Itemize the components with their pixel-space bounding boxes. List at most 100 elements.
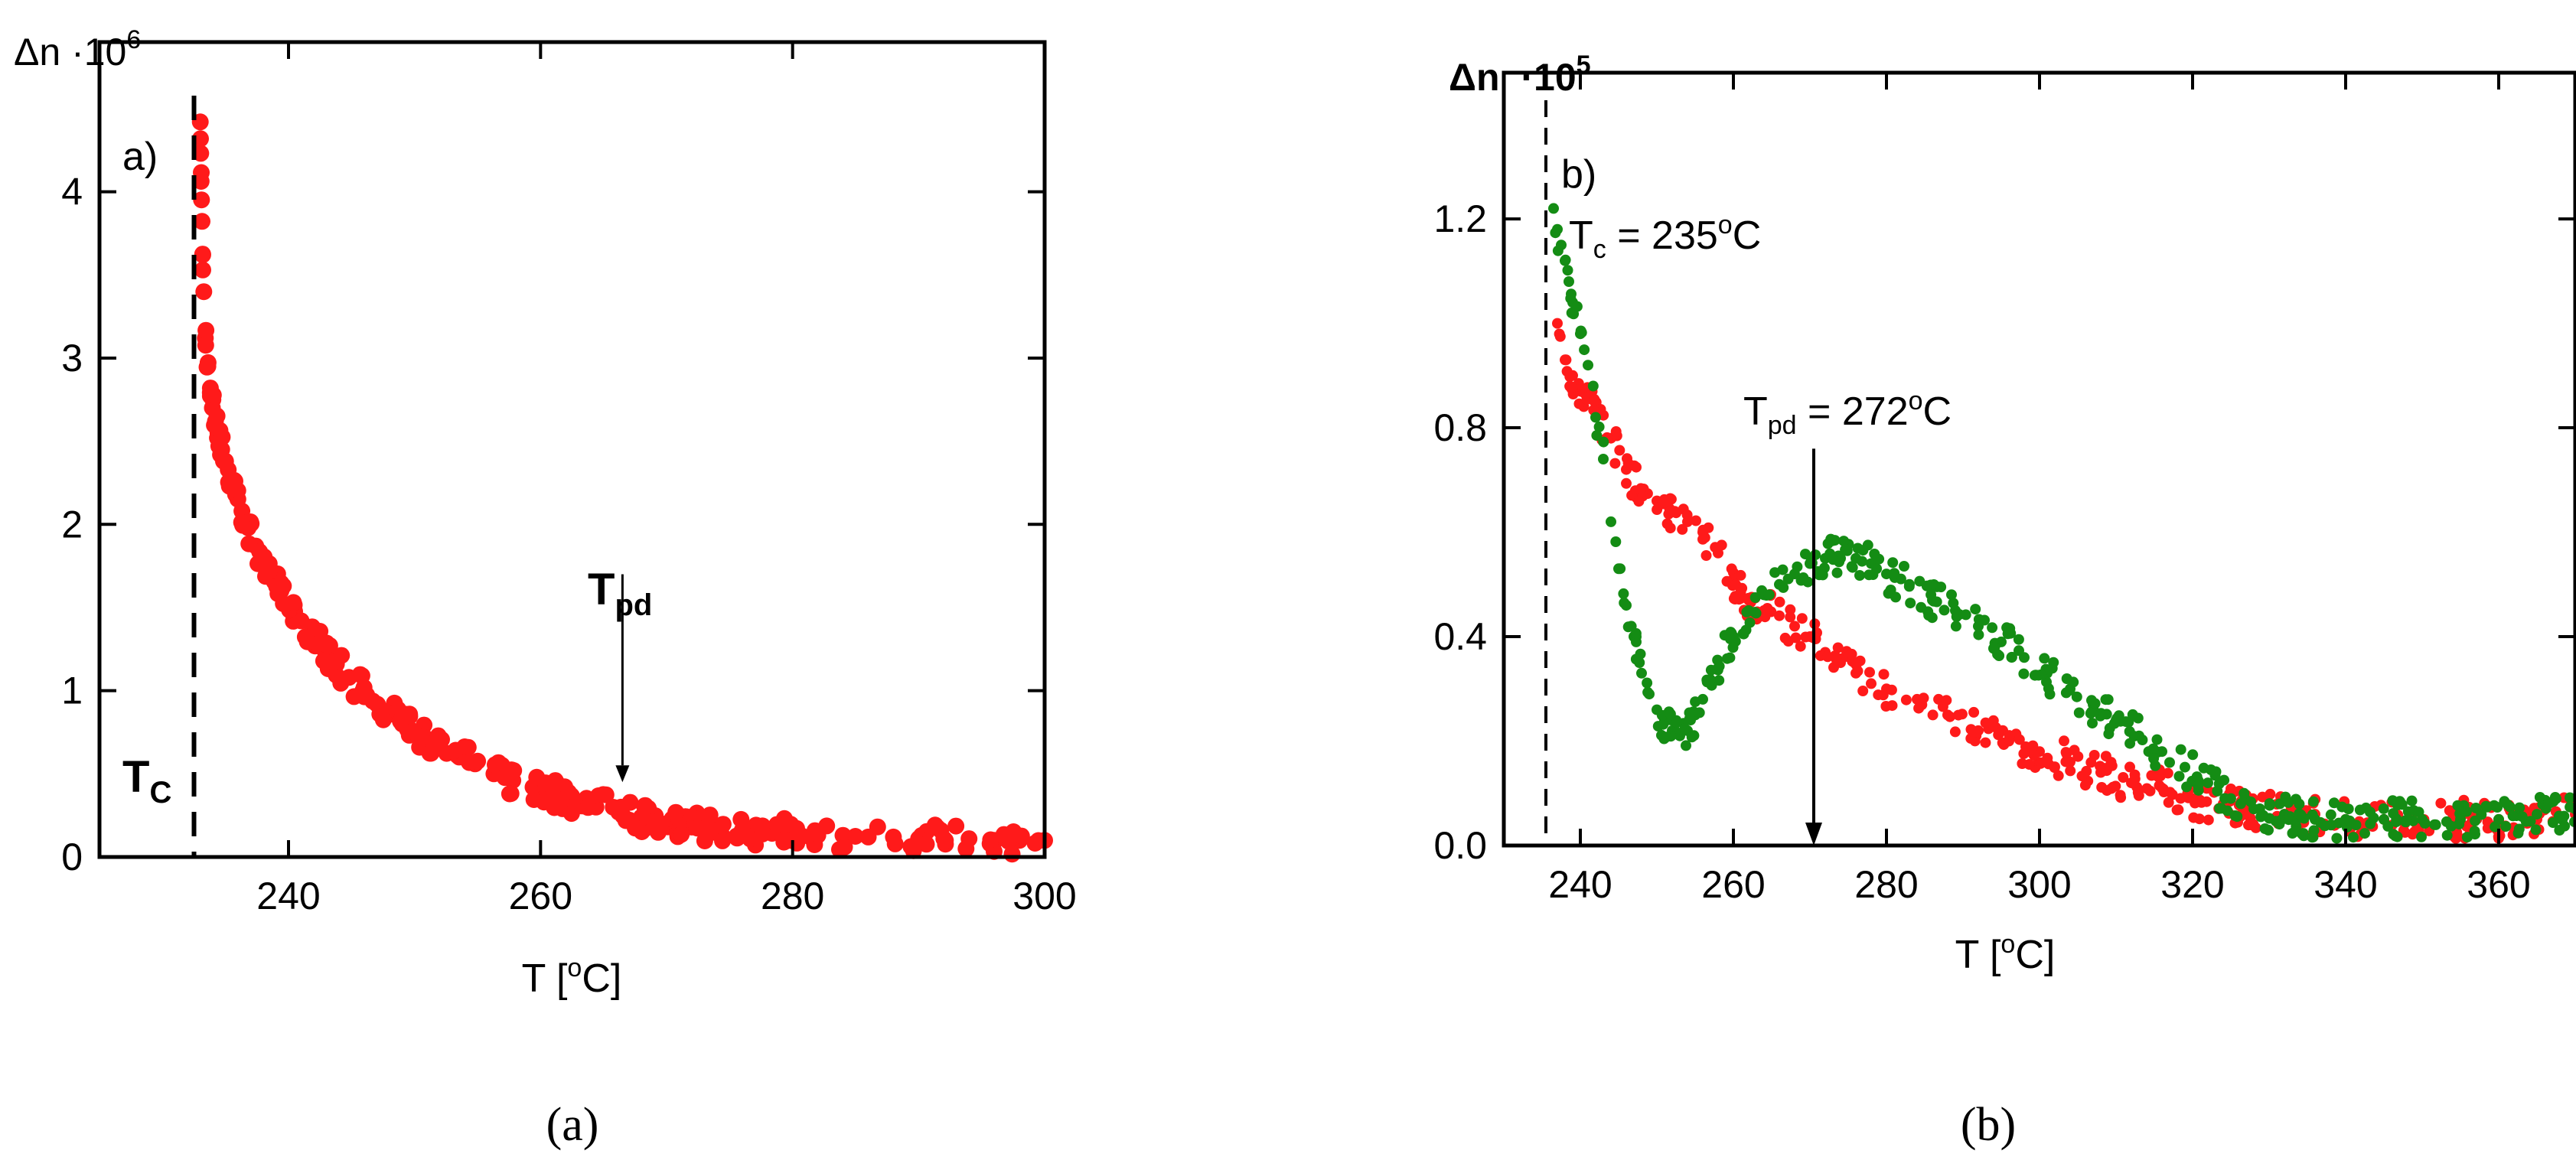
- panel-b-xtick-label: 240: [1548, 863, 1612, 906]
- panel-b-red-cloud-point: [1918, 692, 1929, 704]
- panel-b-green-cloud-point: [2514, 802, 2525, 813]
- panel-b-red-cloud-point: [1880, 701, 1892, 712]
- panel-b-green-cloud-point: [1714, 660, 1725, 672]
- panel-a-xtick-label: 300: [1012, 875, 1076, 917]
- panel-b-red-cloud-point: [1795, 640, 1806, 652]
- panel-b-green-point: [1583, 360, 1593, 371]
- panel-b-green-cloud-point: [2559, 820, 2570, 832]
- panel-b-green-cloud-point: [1763, 589, 1775, 601]
- panel-b-green-point: [2532, 809, 2542, 820]
- panel-a-xtick-label: 240: [256, 875, 320, 917]
- panel-b-green-cloud-point: [2470, 829, 2480, 840]
- panel-b-red-cloud-point: [1710, 542, 1721, 553]
- panel-b-green-cloud-point: [1749, 592, 1761, 603]
- panel-b-green-cloud-point: [2073, 707, 2085, 718]
- panel-a-xtick-label: 280: [761, 875, 824, 917]
- panel-b-green-cloud-point: [1721, 653, 1733, 664]
- panel-b-green-cloud-point: [2173, 771, 2185, 782]
- panel-a-n-cloud-point: [714, 816, 732, 833]
- panel-a-n-cloud-point: [605, 799, 622, 816]
- panel-a-n-cloud-point: [549, 775, 566, 793]
- panel-b-green-cloud-point: [2344, 815, 2356, 826]
- panel-b-tc-sub: c: [1593, 235, 1606, 264]
- panel-a-n-cloud-point: [194, 213, 210, 230]
- panel-b-red-cloud-point: [1560, 354, 1572, 366]
- panel-b-red-cloud-point: [1610, 426, 1622, 437]
- panel-b-green-cloud-point: [2101, 709, 2112, 720]
- panel-b-plot-frame: [1502, 70, 2576, 848]
- panel-b-xlabel: T [oC]: [1955, 930, 2056, 977]
- panel-b-red-point: [1789, 621, 1800, 632]
- panel-b-green-cloud-point: [1935, 582, 1947, 593]
- panel-a-n-cloud-point: [268, 578, 285, 595]
- panel-b-green-cloud-point: [1916, 601, 1927, 613]
- panel-b-green-point: [2203, 777, 2213, 789]
- panel-b-green-cloud-point: [2060, 687, 2072, 699]
- panel-b-green-cloud-point: [1681, 740, 1691, 751]
- panel-b-red-cloud-point: [1726, 563, 1737, 575]
- panel-b-points: [1548, 203, 2576, 844]
- panel-a-xtick-label: 260: [509, 875, 572, 917]
- panel-a-ytick-label: 2: [61, 503, 83, 546]
- panel-b-green-cloud-point: [1847, 562, 1858, 573]
- panel-b-green-cloud-point: [1615, 563, 1626, 575]
- panel-a-n-cloud-point: [768, 816, 786, 833]
- panel-b-green-cloud-point: [1890, 591, 1901, 603]
- panel-b-green-cloud-point: [2294, 808, 2305, 819]
- panel-a-n-cloud-point: [204, 386, 222, 404]
- panel-b-label: b): [1561, 152, 1596, 197]
- panel-b-green-cloud-point: [1684, 707, 1695, 718]
- panel-b-green-cloud-point: [2413, 806, 2424, 818]
- panel-a-n-cloud-point: [673, 826, 690, 843]
- panel-a-ylabel-main: Δn ·10: [14, 31, 126, 73]
- panel-b-xlabel-main: T [: [1955, 933, 2001, 977]
- panel-b-green-cloud-point: [2048, 657, 2059, 668]
- panel-b-green-cloud-point: [1630, 627, 1642, 639]
- panel-b-green-cloud-point: [2512, 827, 2524, 839]
- panel-b-green-cloud-point: [2089, 698, 2101, 709]
- panel-b-green-cloud-point: [1631, 636, 1642, 647]
- panel-b-green-cloud-point: [2014, 645, 2024, 657]
- panel-b-green-cloud-point: [1925, 589, 1937, 601]
- panel-b-tc-label: Tc = 235oC: [1569, 210, 1761, 264]
- panel-a-xlabel-end: C]: [582, 956, 621, 1001]
- panel-a-xlabel-sup: o: [567, 953, 582, 982]
- panel-a-ytick-label: 4: [61, 171, 83, 213]
- panel-b-red-cloud-point: [1635, 483, 1647, 494]
- panel-b-xlabel-sup: o: [2000, 930, 2015, 959]
- panel-b-red-cloud-point: [1652, 504, 1663, 515]
- panel-a-n-cloud-point: [1003, 846, 1021, 863]
- panel-b-green-cloud-point: [1989, 641, 2000, 653]
- panel-b-xtick-label: 320: [2160, 863, 2224, 906]
- panel-b-green-cloud-point: [1817, 569, 1828, 581]
- panel-a-n-cloud-point: [194, 246, 211, 264]
- panel-a-n-cloud-point: [732, 810, 750, 828]
- panel-b-red-cloud-point: [1669, 506, 1681, 517]
- panel-b-green-cloud-point: [1889, 568, 1900, 579]
- panel-b-green-cloud-point: [1871, 563, 1883, 575]
- panel-b-green-cloud-point: [1656, 709, 1668, 721]
- panel-b-ylabel-main: Δn: [1449, 56, 1499, 99]
- panel-a-n-cloud-point: [902, 838, 920, 855]
- panel-a-n-cloud-point: [546, 799, 563, 816]
- panel-b-red-cloud-point: [2171, 804, 2183, 816]
- panel-a-n-cloud-point: [210, 438, 227, 455]
- panel-b-red-cloud-point: [2248, 819, 2259, 829]
- panel-a-xlabel-main: T [: [522, 956, 568, 1001]
- panel-b-red-cloud-point: [2124, 761, 2135, 773]
- panel-b-red-cloud-point: [1728, 593, 1740, 604]
- panel-a-n-cloud-point: [926, 816, 944, 834]
- panel-b-green-cloud-point: [1658, 718, 1669, 730]
- panel-b-green-cloud-point: [2551, 793, 2561, 804]
- panel-b-green-cloud-point: [2175, 744, 2186, 755]
- panel-b-red-cloud-point: [2257, 791, 2268, 803]
- panel-b-green-cloud-point: [1550, 227, 1561, 239]
- panel-a-n-cloud-point: [982, 831, 999, 849]
- panel-b-green-cloud-point: [1921, 580, 1932, 591]
- panel-b-red-cloud-point: [2095, 761, 2106, 772]
- panel-b-green-cloud-point: [1598, 436, 1609, 448]
- panel-b-red-point: [1552, 318, 1563, 329]
- panel-a-n-cloud-point: [496, 769, 514, 787]
